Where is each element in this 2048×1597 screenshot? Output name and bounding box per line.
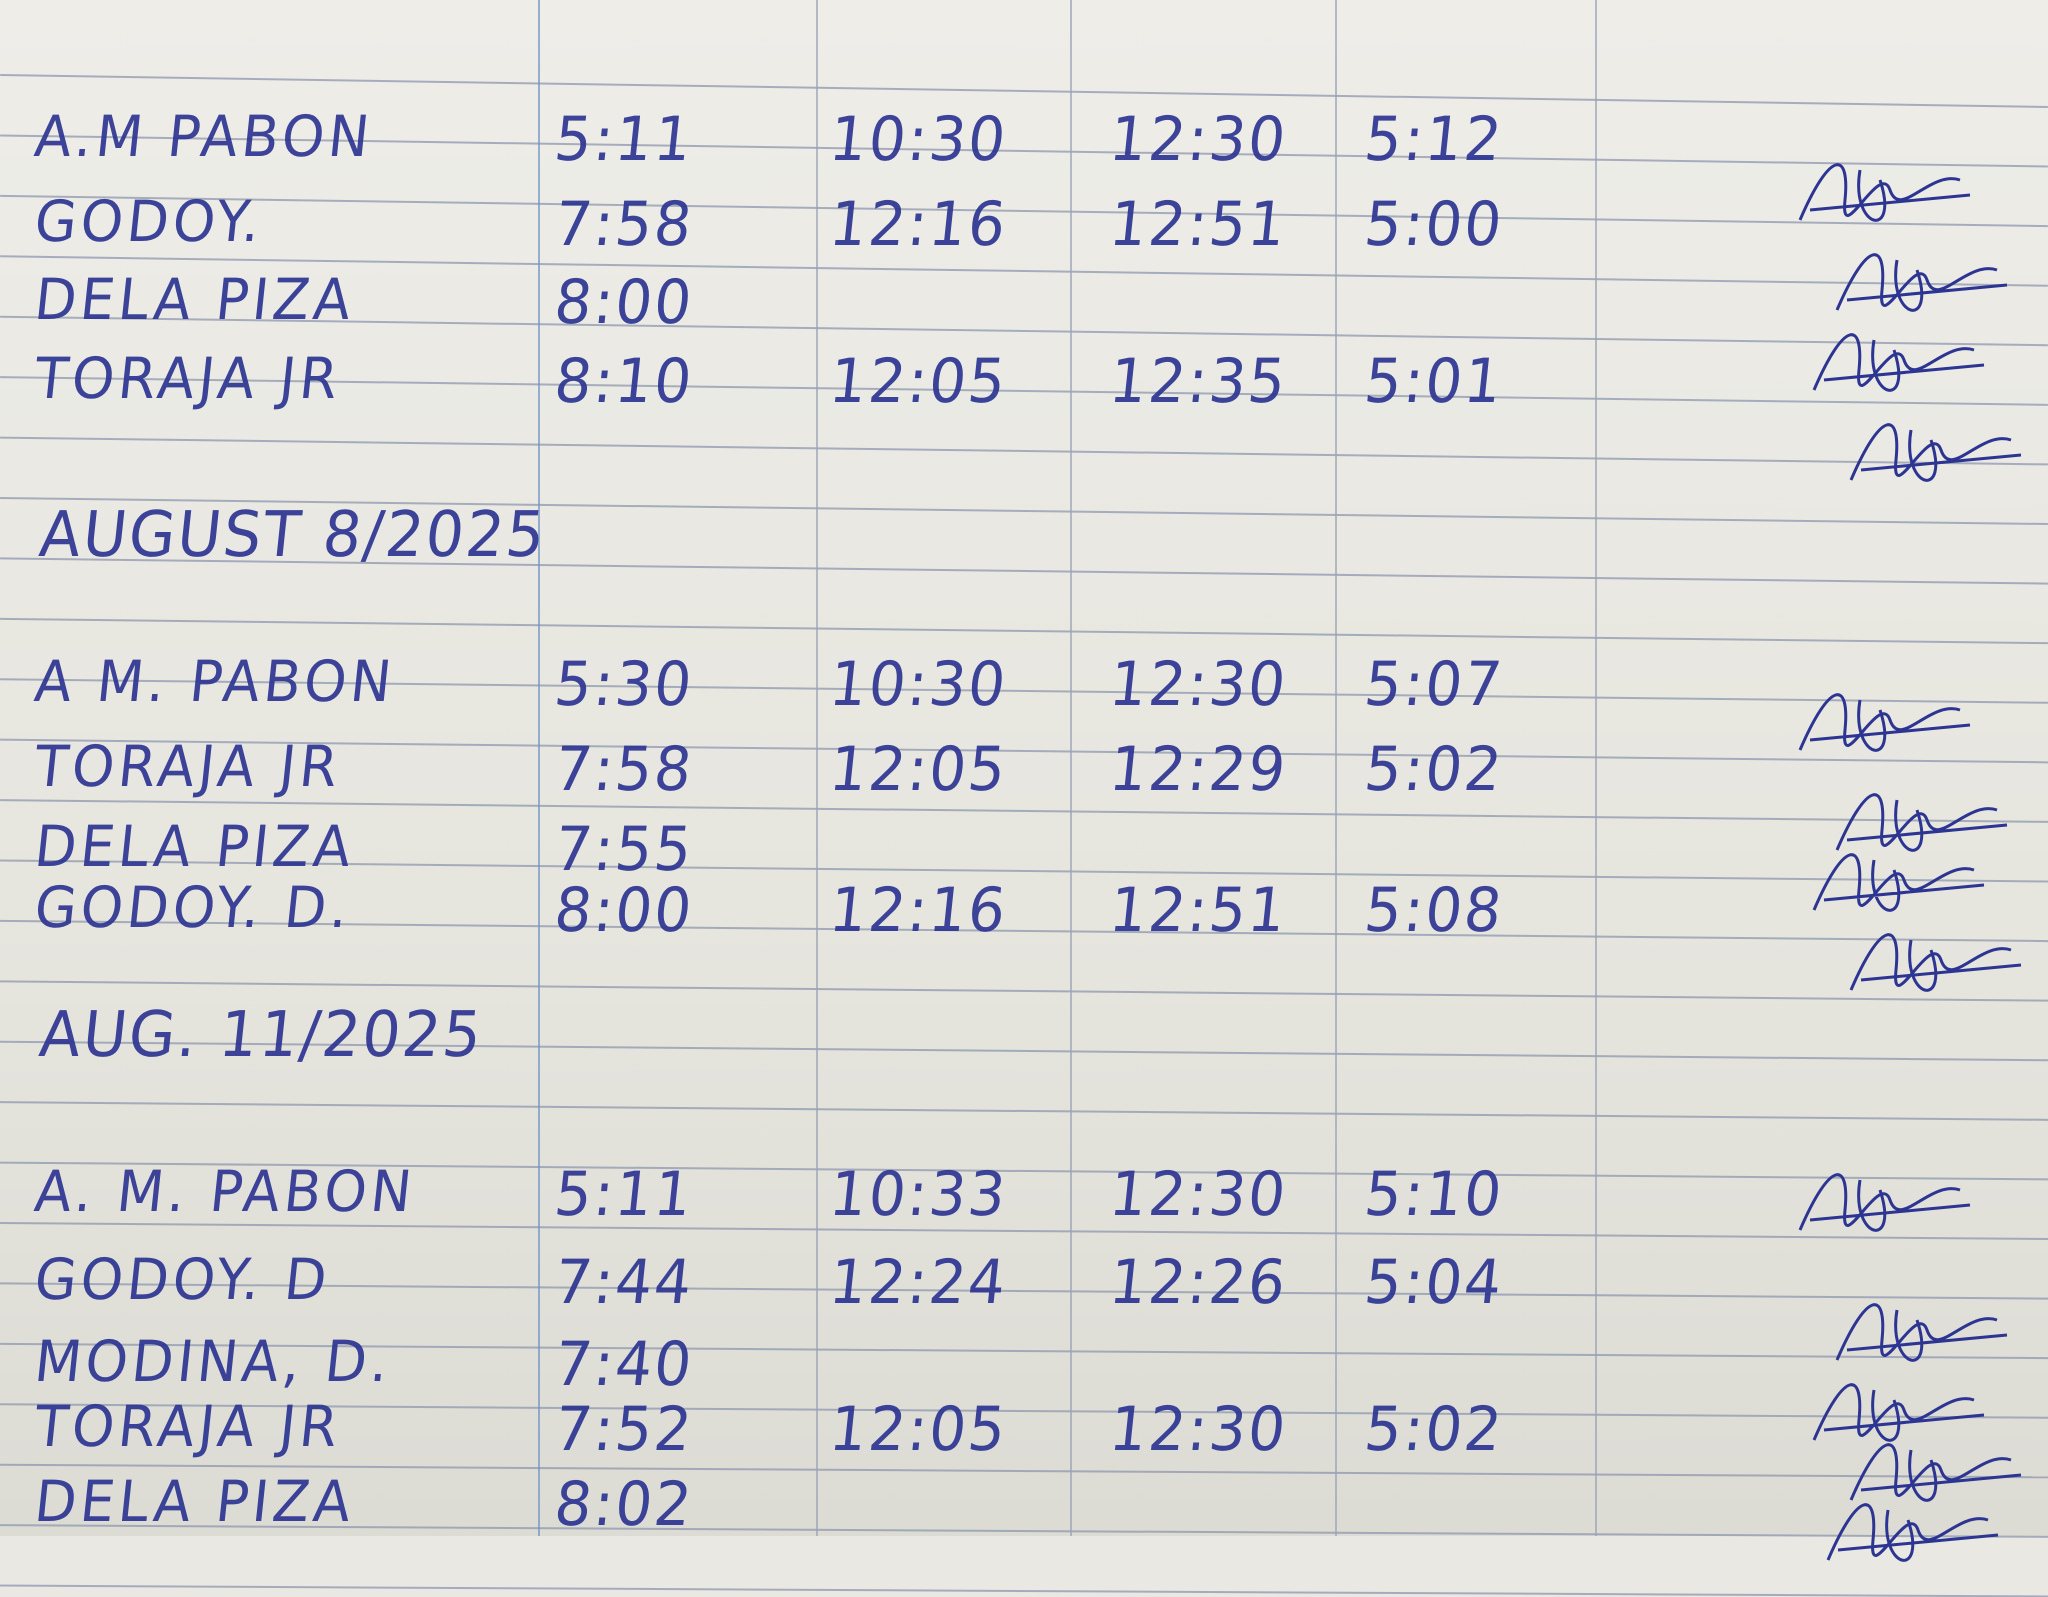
employee-name: A M. PABON xyxy=(31,648,399,715)
time-entry: 5:10 xyxy=(1361,1158,1508,1230)
signature-icon xyxy=(1826,1503,1999,1562)
time-entry: 12:30 xyxy=(1106,103,1291,175)
ruled-line xyxy=(0,1584,2048,1597)
employee-name: A.M PABON xyxy=(31,103,377,170)
time-entry: 12:16 xyxy=(826,874,1011,946)
signature-icon xyxy=(1835,253,2008,312)
signature-icon xyxy=(1849,933,2022,992)
time-entry: 12:16 xyxy=(826,188,1011,260)
time-entry: 7:52 xyxy=(551,1393,698,1465)
employee-name: TORAJA JR xyxy=(31,1393,345,1460)
column-line xyxy=(538,0,540,1536)
employee-name: DELA PIZA xyxy=(31,266,359,333)
time-entry: 5:02 xyxy=(1361,1393,1508,1465)
time-entry: 5:30 xyxy=(551,648,698,720)
time-entry: 8:02 xyxy=(551,1468,698,1540)
signature-icon xyxy=(1798,693,1971,752)
employee-name: MODINA, D. xyxy=(31,1328,396,1395)
time-entry: 10:30 xyxy=(826,103,1011,175)
employee-name: DELA PIZA xyxy=(31,1468,359,1535)
section-date: AUG. 11/2025 xyxy=(36,998,487,1072)
signature-icon xyxy=(1835,1303,2008,1362)
signature-icon xyxy=(1812,333,1985,392)
ledger-page xyxy=(0,0,2048,1536)
time-entry: 12:24 xyxy=(826,1246,1011,1318)
column-line xyxy=(1335,0,1337,1536)
signature-icon xyxy=(1849,423,2022,482)
section-date: AUGUST 8/2025 xyxy=(36,498,551,572)
employee-name: GODOY. D. xyxy=(31,874,356,941)
time-entry: 12:05 xyxy=(826,1393,1011,1465)
time-entry: 5:11 xyxy=(551,103,698,175)
time-entry: 7:58 xyxy=(551,188,698,260)
employee-name: TORAJA JR xyxy=(31,733,345,800)
signature-icon xyxy=(1849,1443,2022,1502)
time-entry: 8:00 xyxy=(551,874,698,946)
time-entry: 5:02 xyxy=(1361,733,1508,805)
time-entry: 7:40 xyxy=(551,1328,698,1400)
time-entry: 8:10 xyxy=(551,345,698,417)
employee-name: A. M. PABON xyxy=(31,1158,419,1225)
signature-icon xyxy=(1812,1383,1985,1442)
time-entry: 5:00 xyxy=(1361,188,1508,260)
signature-icon xyxy=(1798,1173,1971,1232)
time-entry: 12:05 xyxy=(826,345,1011,417)
employee-name: DELA PIZA xyxy=(31,813,359,880)
time-entry: 5:07 xyxy=(1361,648,1508,720)
time-entry: 10:33 xyxy=(826,1158,1011,1230)
time-entry: 12:30 xyxy=(1106,1393,1291,1465)
time-entry: 12:05 xyxy=(826,733,1011,805)
time-entry: 12:29 xyxy=(1106,733,1291,805)
time-entry: 5:11 xyxy=(551,1158,698,1230)
time-entry: 5:04 xyxy=(1361,1246,1508,1318)
time-entry: 12:30 xyxy=(1106,1158,1291,1230)
time-entry: 10:30 xyxy=(826,648,1011,720)
employee-name: TORAJA JR xyxy=(31,345,345,412)
column-line xyxy=(816,0,818,1536)
time-entry: 5:08 xyxy=(1361,874,1508,946)
employee-name: GODOY. xyxy=(31,188,268,255)
signature-icon xyxy=(1835,793,2008,852)
time-entry: 12:51 xyxy=(1106,188,1291,260)
time-entry: 12:51 xyxy=(1106,874,1291,946)
time-entry: 12:30 xyxy=(1106,648,1291,720)
time-entry: 7:44 xyxy=(551,1246,698,1318)
signature-icon xyxy=(1812,853,1985,912)
time-entry: 5:12 xyxy=(1361,103,1508,175)
time-entry: 12:26 xyxy=(1106,1246,1291,1318)
time-entry: 8:00 xyxy=(551,266,698,338)
time-entry: 7:58 xyxy=(551,733,698,805)
time-entry: 5:01 xyxy=(1361,345,1508,417)
employee-name: GODOY. D xyxy=(31,1246,334,1313)
column-line xyxy=(1595,0,1597,1536)
signature-icon xyxy=(1798,163,1971,222)
time-entry: 12:35 xyxy=(1106,345,1291,417)
column-line xyxy=(1070,0,1072,1536)
